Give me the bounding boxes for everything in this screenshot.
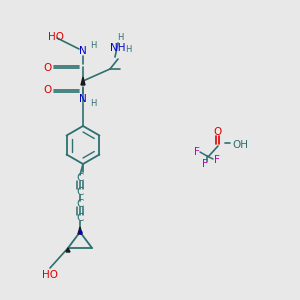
Text: H: H bbox=[90, 100, 96, 109]
Text: NH: NH bbox=[110, 43, 125, 53]
Text: F: F bbox=[202, 159, 208, 169]
Text: C: C bbox=[76, 213, 84, 223]
Text: N: N bbox=[79, 46, 87, 56]
Text: C: C bbox=[76, 187, 84, 197]
Text: OH: OH bbox=[232, 140, 248, 150]
Text: O: O bbox=[44, 85, 52, 95]
Text: H: H bbox=[90, 40, 96, 50]
Text: H: H bbox=[125, 46, 131, 55]
Text: F: F bbox=[194, 147, 200, 157]
Polygon shape bbox=[78, 227, 82, 234]
Text: C: C bbox=[76, 199, 84, 209]
Polygon shape bbox=[81, 77, 85, 85]
Text: C: C bbox=[76, 173, 84, 183]
Text: HO: HO bbox=[42, 270, 58, 280]
Text: N: N bbox=[79, 94, 87, 104]
Text: H: H bbox=[117, 34, 123, 43]
Text: HO: HO bbox=[48, 32, 64, 42]
Polygon shape bbox=[66, 248, 70, 252]
Text: F: F bbox=[214, 155, 220, 165]
Text: O: O bbox=[44, 63, 52, 73]
Text: O: O bbox=[214, 127, 222, 137]
